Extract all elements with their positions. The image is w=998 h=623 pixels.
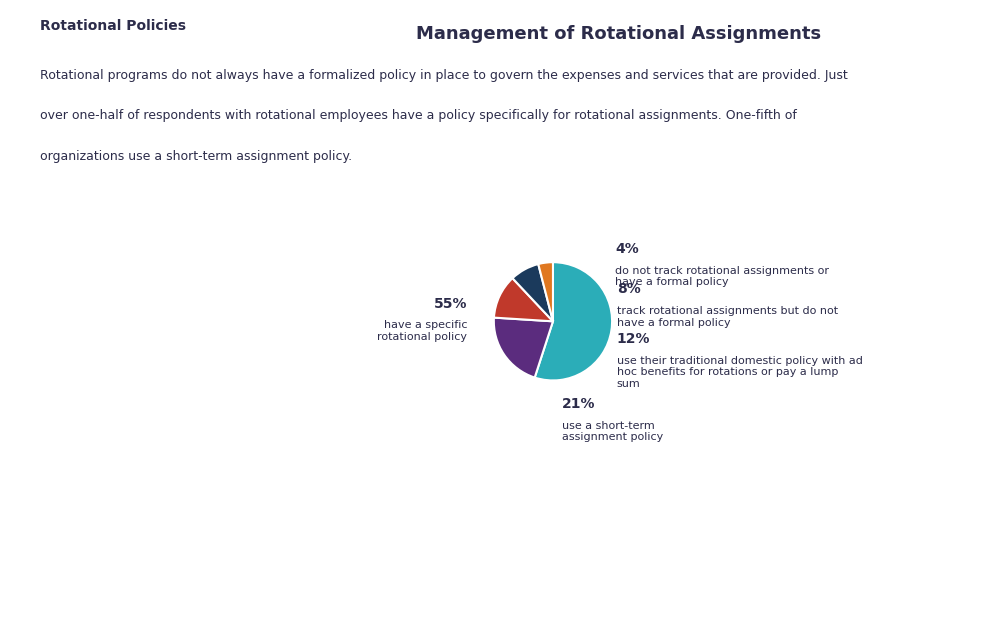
- Text: 4%: 4%: [615, 242, 639, 256]
- Wedge shape: [513, 264, 553, 321]
- Text: Management of Rotational Assignments: Management of Rotational Assignments: [416, 25, 821, 43]
- Text: 12%: 12%: [617, 332, 651, 346]
- Wedge shape: [538, 262, 553, 321]
- Text: Rotational programs do not always have a formalized policy in place to govern th: Rotational programs do not always have a…: [40, 69, 847, 82]
- Text: Rotational Policies: Rotational Policies: [40, 19, 186, 32]
- Text: 55%: 55%: [434, 297, 467, 311]
- Text: do not track rotational assignments or
have a formal policy: do not track rotational assignments or h…: [615, 266, 829, 287]
- Wedge shape: [494, 278, 553, 321]
- Text: use their traditional domestic policy with ad
hoc benefits for rotations or pay : use their traditional domestic policy wi…: [617, 356, 862, 389]
- Wedge shape: [494, 318, 553, 378]
- Text: 8%: 8%: [617, 282, 641, 297]
- Text: over one-half of respondents with rotational employees have a policy specificall: over one-half of respondents with rotati…: [40, 109, 796, 122]
- Text: organizations use a short-term assignment policy.: organizations use a short-term assignmen…: [40, 150, 352, 163]
- Text: use a short-term
assignment policy: use a short-term assignment policy: [562, 421, 663, 442]
- Text: have a specific
rotational policy: have a specific rotational policy: [377, 320, 467, 342]
- Wedge shape: [535, 262, 612, 381]
- Text: track rotational assignments but do not
have a formal policy: track rotational assignments but do not …: [617, 306, 838, 328]
- Text: 21%: 21%: [562, 397, 596, 411]
